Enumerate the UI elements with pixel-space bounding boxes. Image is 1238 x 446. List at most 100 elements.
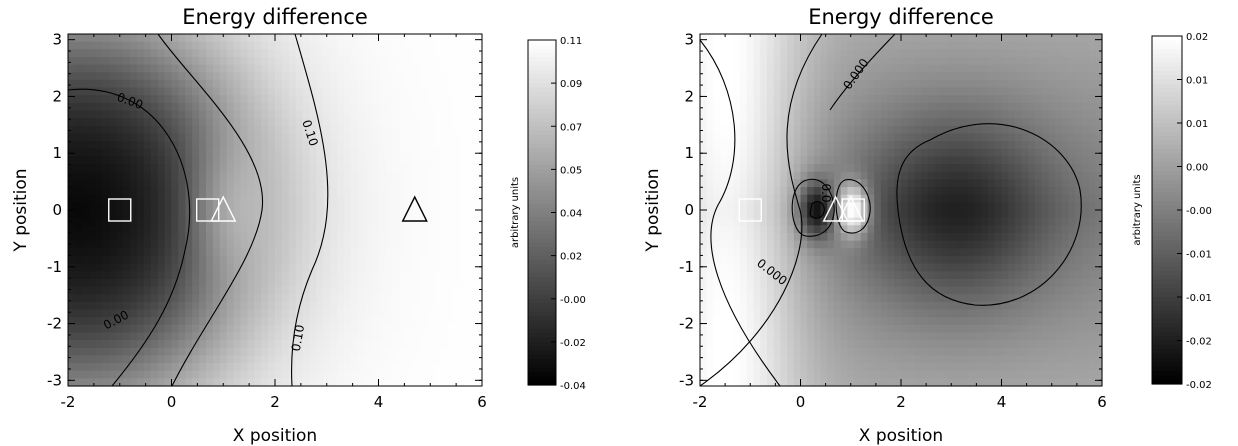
heatmap-cell	[74, 363, 83, 372]
heatmap-cell	[350, 64, 359, 73]
heatmap-cell	[199, 370, 207, 379]
heatmap-cell	[206, 110, 214, 119]
heatmap-cell	[164, 118, 173, 127]
heatmap-cell	[233, 87, 242, 96]
heatmap-cell	[178, 271, 186, 280]
heatmap-cell	[740, 309, 748, 318]
heatmap-cell	[934, 294, 942, 303]
heatmap-cell	[773, 64, 781, 73]
heatmap-cell	[171, 95, 179, 104]
heatmap-cell	[713, 72, 721, 81]
heatmap-cell	[860, 301, 869, 311]
heatmap-cell	[793, 294, 802, 303]
heatmap-cell	[419, 217, 428, 226]
heatmap-cell	[378, 110, 386, 119]
heatmap-cell	[834, 232, 842, 242]
heatmap-cell	[185, 248, 193, 257]
heatmap-cell	[81, 118, 90, 127]
heatmap-cell	[807, 370, 815, 379]
heatmap-cell	[834, 317, 842, 326]
heatmap-cell	[800, 301, 808, 311]
heatmap-cell	[800, 56, 808, 66]
heatmap-cell	[212, 271, 221, 280]
heatmap-cell	[433, 301, 442, 311]
heatmap-cell	[357, 187, 366, 196]
heatmap-cell	[419, 363, 428, 372]
heatmap-cell	[254, 271, 262, 280]
heatmap-cell	[874, 210, 882, 219]
heatmap-cell	[81, 179, 90, 188]
heatmap-cell	[854, 301, 862, 311]
heatmap-cell	[247, 171, 255, 180]
heatmap-cell	[914, 49, 922, 58]
heatmap-cell	[178, 72, 186, 81]
heatmap-cell	[720, 34, 728, 43]
heatmap-cell	[468, 118, 476, 127]
heatmap-cell	[941, 370, 949, 379]
heatmap-cell	[337, 248, 345, 257]
heatmap-cell	[371, 64, 380, 73]
heatmap-cell	[941, 232, 949, 242]
heatmap-cell	[337, 141, 345, 150]
heatmap-cell	[350, 79, 359, 89]
heatmap-cell	[219, 301, 228, 311]
heatmap-cell	[887, 355, 895, 364]
heatmap-cell	[447, 102, 455, 112]
heatmap-cell	[261, 370, 269, 379]
heatmap-cell	[874, 56, 882, 66]
heatmap-cell	[793, 370, 802, 379]
heatmap-cell	[123, 125, 131, 135]
heatmap-cell	[357, 271, 366, 280]
heatmap-cell	[934, 34, 942, 43]
heatmap-cell	[385, 309, 393, 318]
heatmap-cell	[733, 133, 741, 142]
heatmap-cell	[254, 332, 262, 341]
x-tick-label: 4	[374, 393, 384, 411]
heatmap-cell	[337, 378, 345, 387]
heatmap-cell	[143, 141, 152, 150]
heatmap-cell	[309, 370, 317, 379]
heatmap-cell	[344, 355, 352, 364]
heatmap-cell	[827, 294, 835, 303]
heatmap-cell	[130, 332, 138, 341]
heatmap-cell	[726, 164, 735, 173]
heatmap-cell	[807, 41, 815, 50]
heatmap-cell	[941, 125, 949, 135]
heatmap-cell	[746, 49, 755, 58]
heatmap-cell	[316, 301, 324, 311]
heatmap-cell	[921, 56, 929, 66]
heatmap-cell	[974, 102, 982, 112]
heatmap-cell	[847, 171, 855, 180]
heatmap-cell	[713, 232, 721, 242]
heatmap-cell	[461, 141, 469, 150]
heatmap-cell	[406, 278, 414, 288]
heatmap-cell	[150, 340, 159, 349]
heatmap-cell	[433, 64, 442, 73]
heatmap-cell	[109, 278, 117, 288]
heatmap-cell	[378, 179, 386, 188]
heatmap-cell	[316, 95, 324, 104]
heatmap-cell	[330, 148, 338, 158]
heatmap-cell	[385, 263, 393, 272]
heatmap-cell	[88, 355, 97, 364]
heatmap-cell	[143, 332, 152, 341]
heatmap-cell	[914, 317, 922, 326]
heatmap-cell	[974, 133, 982, 142]
heatmap-cell	[212, 49, 221, 58]
y-axis-label: Y position	[11, 168, 31, 252]
heatmap-cell	[840, 118, 848, 127]
heatmap-cell	[192, 64, 200, 73]
heatmap-cell	[275, 294, 283, 303]
heatmap-cell	[927, 347, 936, 356]
heatmap-cell	[700, 202, 708, 211]
heatmap-cell	[137, 248, 145, 257]
heatmap-cell	[226, 72, 235, 81]
heatmap-cell	[357, 240, 366, 249]
heatmap-cell	[961, 102, 969, 112]
heatmap-cell	[233, 79, 242, 89]
heatmap-cell	[323, 301, 331, 311]
heatmap-cell	[834, 156, 842, 165]
heatmap-cell	[164, 56, 173, 66]
heatmap-cell	[95, 56, 104, 66]
heatmap-cell	[773, 347, 781, 356]
